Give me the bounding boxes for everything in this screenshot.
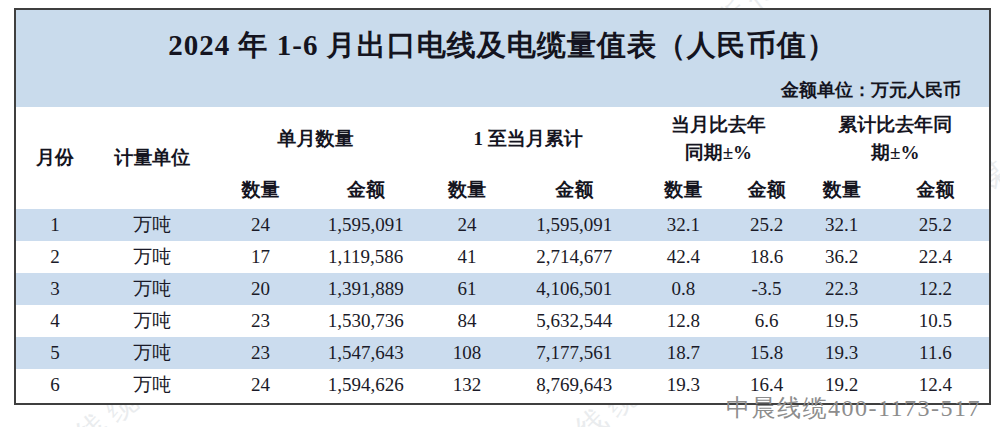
cell-monthly-amount: 1,595,091 [311, 209, 421, 241]
cell-month: 2 [16, 241, 94, 273]
cell-cumulative-amount: 8,769,643 [513, 369, 635, 401]
subcol-cumulative-amount: 金额 [513, 171, 635, 209]
cell-monthly-qty: 20 [210, 273, 310, 305]
cell-month: 5 [16, 337, 94, 369]
cell-cumulative-yoy-amount: 10.5 [882, 305, 989, 337]
cell-month-yoy-amount: 18.6 [731, 241, 801, 273]
cell-cumulative-yoy-amount: 12.2 [882, 273, 989, 305]
cell-cumulative-yoy-qty: 19.3 [802, 337, 882, 369]
cell-monthly-amount: 1,594,626 [311, 369, 421, 401]
cell-month-yoy-qty: 42.4 [635, 241, 731, 273]
cell-unit: 万吨 [94, 369, 210, 401]
col-header-cumulative: 1 至当月累计 [421, 107, 635, 171]
cell-monthly-amount: 1,391,889 [311, 273, 421, 305]
table-row: 2 万吨 17 1,119,586 41 2,714,677 42.4 18.6… [16, 241, 989, 273]
subcol-month-yoy-amount: 金额 [731, 171, 801, 209]
cell-cumulative-amount: 2,714,677 [513, 241, 635, 273]
cell-unit: 万吨 [94, 337, 210, 369]
cell-cumulative-yoy-qty: 32.1 [802, 209, 882, 241]
cell-unit: 万吨 [94, 305, 210, 337]
cell-month-yoy-amount: -3.5 [731, 273, 801, 305]
cell-month: 1 [16, 209, 94, 241]
cell-month: 4 [16, 305, 94, 337]
subcol-cumulative-yoy-amount: 金额 [882, 171, 989, 209]
export-value-table: 2024 年 1-6 月出口电线及电缆量值表（人民币值） 金额单位：万元人民币 … [14, 8, 991, 405]
data-table: 月份 计量单位 单月数量 1 至当月累计 当月比去年同期±% 累计比去年同期±%… [16, 107, 989, 401]
cell-month-yoy-qty: 18.7 [635, 337, 731, 369]
table-title: 2024 年 1-6 月出口电线及电缆量值表（人民币值） [16, 10, 989, 66]
cell-cumulative-amount: 5,632,544 [513, 305, 635, 337]
cell-monthly-amount: 1,530,736 [311, 305, 421, 337]
cell-month-yoy-amount: 15.8 [731, 337, 801, 369]
screenshot-root: 线缆所传媒 线缆所传媒 线缆所传媒 线缆所传媒 线缆所传媒 线缆所传媒 线缆所传… [0, 0, 1000, 427]
cell-month-yoy-qty: 32.1 [635, 209, 731, 241]
subcol-month-yoy-qty: 数量 [635, 171, 731, 209]
cell-cumulative-yoy-amount: 22.4 [882, 241, 989, 273]
cell-month-yoy-amount: 6.6 [731, 305, 801, 337]
unit-note: 金额单位：万元人民币 [781, 78, 961, 102]
cell-cumulative-qty: 84 [421, 305, 513, 337]
subcol-cumulative-yoy-qty: 数量 [802, 171, 882, 209]
cell-month: 3 [16, 273, 94, 305]
cell-month: 6 [16, 369, 94, 401]
cell-cumulative-yoy-qty: 22.3 [802, 273, 882, 305]
table-row: 3 万吨 20 1,391,889 61 4,106,501 0.8 -3.5 … [16, 273, 989, 305]
cell-unit: 万吨 [94, 273, 210, 305]
cell-cumulative-qty: 41 [421, 241, 513, 273]
cell-cumulative-yoy-amount: 25.2 [882, 209, 989, 241]
cell-cumulative-yoy-qty: 36.2 [802, 241, 882, 273]
cell-cumulative-qty: 132 [421, 369, 513, 401]
header-group-row: 月份 计量单位 单月数量 1 至当月累计 当月比去年同期±% 累计比去年同期±% [16, 107, 989, 171]
col-header-cumulative-yoy: 累计比去年同期±% [802, 107, 989, 171]
title-band: 2024 年 1-6 月出口电线及电缆量值表（人民币值） 金额单位：万元人民币 [16, 10, 989, 107]
cell-cumulative-qty: 61 [421, 273, 513, 305]
cell-monthly-amount: 1,119,586 [311, 241, 421, 273]
cell-monthly-qty: 23 [210, 305, 310, 337]
cell-cumulative-qty: 24 [421, 209, 513, 241]
subcol-monthly-amount: 金额 [311, 171, 421, 209]
cell-cumulative-yoy-qty: 19.5 [802, 305, 882, 337]
cell-cumulative-qty: 108 [421, 337, 513, 369]
cell-monthly-amount: 1,547,643 [311, 337, 421, 369]
subcol-cumulative-qty: 数量 [421, 171, 513, 209]
col-header-unit: 计量单位 [94, 107, 210, 209]
cell-monthly-qty: 23 [210, 337, 310, 369]
cell-monthly-qty: 17 [210, 241, 310, 273]
cell-cumulative-yoy-amount: 11.6 [882, 337, 989, 369]
cell-month-yoy-qty: 0.8 [635, 273, 731, 305]
cell-monthly-qty: 24 [210, 209, 310, 241]
col-header-month-yoy: 当月比去年同期±% [635, 107, 801, 171]
cell-unit: 万吨 [94, 241, 210, 273]
col-header-monthly: 单月数量 [210, 107, 420, 171]
cell-unit: 万吨 [94, 209, 210, 241]
cell-month-yoy-amount: 25.2 [731, 209, 801, 241]
subcol-monthly-qty: 数量 [210, 171, 310, 209]
cell-month-yoy-qty: 19.3 [635, 369, 731, 401]
corner-watermark: 中晨线缆400-1173-517 [726, 392, 981, 424]
table-row: 4 万吨 23 1,530,736 84 5,632,544 12.8 6.6 … [16, 305, 989, 337]
table-row: 1 万吨 24 1,595,091 24 1,595,091 32.1 25.2… [16, 209, 989, 241]
cell-monthly-qty: 24 [210, 369, 310, 401]
cell-cumulative-amount: 1,595,091 [513, 209, 635, 241]
cell-cumulative-amount: 7,177,561 [513, 337, 635, 369]
cell-cumulative-amount: 4,106,501 [513, 273, 635, 305]
col-header-month: 月份 [16, 107, 94, 209]
table-row: 5 万吨 23 1,547,643 108 7,177,561 18.7 15.… [16, 337, 989, 369]
cell-month-yoy-qty: 12.8 [635, 305, 731, 337]
